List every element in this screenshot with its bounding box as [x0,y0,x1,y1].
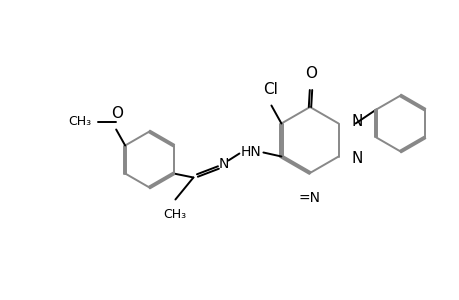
Text: O: O [111,106,123,122]
Text: N: N [351,114,362,129]
Text: HN: HN [241,146,261,160]
Text: =N: =N [298,191,320,205]
Text: CH₃: CH₃ [68,115,91,128]
Text: O: O [304,66,316,81]
Text: N: N [351,151,362,166]
Text: Cl: Cl [263,82,277,97]
Text: N: N [218,158,228,172]
Text: CH₃: CH₃ [162,208,185,220]
